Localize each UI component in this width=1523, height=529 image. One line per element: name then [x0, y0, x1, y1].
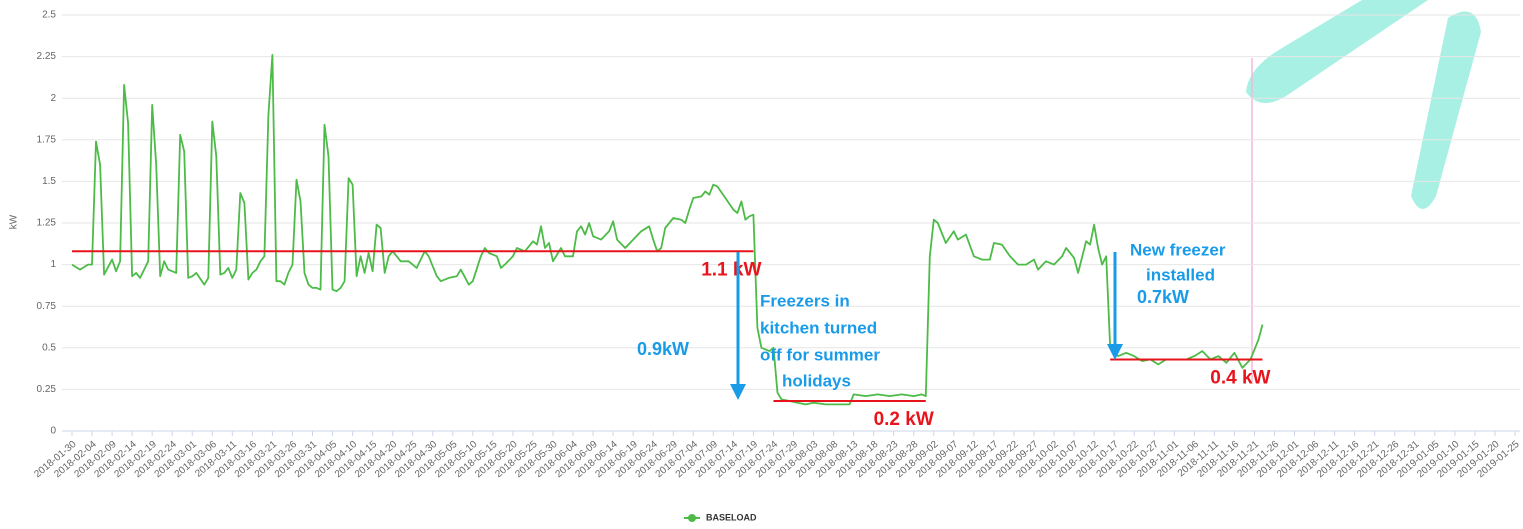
- legend-label: BASELOAD: [706, 512, 757, 522]
- y-tick-label: 0: [50, 426, 56, 437]
- reference-label: 0.4 kW: [1210, 367, 1270, 388]
- page: {"chart_data": { "type": "line", "y_labe…: [0, 0, 1523, 529]
- annotation: off for summer: [760, 345, 880, 364]
- legend-marker: [688, 514, 696, 522]
- y-axis-label: kW: [9, 214, 20, 229]
- arrow-head: [1107, 344, 1123, 360]
- legend: BASELOAD: [684, 512, 757, 522]
- y-tick-label: 1.25: [37, 218, 57, 229]
- annotation: 0.7kW: [1137, 287, 1189, 307]
- annotation: New freezer: [1130, 240, 1226, 259]
- arrow-head: [730, 384, 746, 400]
- annotation: holidays: [782, 371, 851, 390]
- y-tick-label: 2.5: [42, 10, 56, 21]
- reference-label: 0.2 kW: [874, 409, 934, 430]
- annotation: kitchen turned: [760, 318, 877, 337]
- annotation: 0.9kW: [637, 339, 689, 359]
- y-tick-label: 0.5: [42, 342, 56, 353]
- y-tick-label: 1: [50, 259, 56, 270]
- y-tick-label: 1.75: [37, 134, 57, 145]
- annotation: Freezers in: [760, 291, 850, 310]
- y-tick-label: 2: [50, 93, 56, 104]
- reference-label: 1.1 kW: [701, 259, 761, 280]
- y-tick-label: 2.25: [37, 51, 57, 62]
- y-tick-label: 0.25: [37, 384, 57, 395]
- annotation: installed: [1146, 265, 1215, 284]
- plot: 1.1 kW 0.2 kW 0.4 kW: [72, 55, 1271, 430]
- y-tick-label: 0.75: [37, 301, 57, 312]
- y-tick-label: 1.5: [42, 176, 56, 187]
- decoration: [1411, 12, 1481, 209]
- chart: kW 00.250.50.7511.251.51.7522.252.52018-…: [0, 0, 1523, 524]
